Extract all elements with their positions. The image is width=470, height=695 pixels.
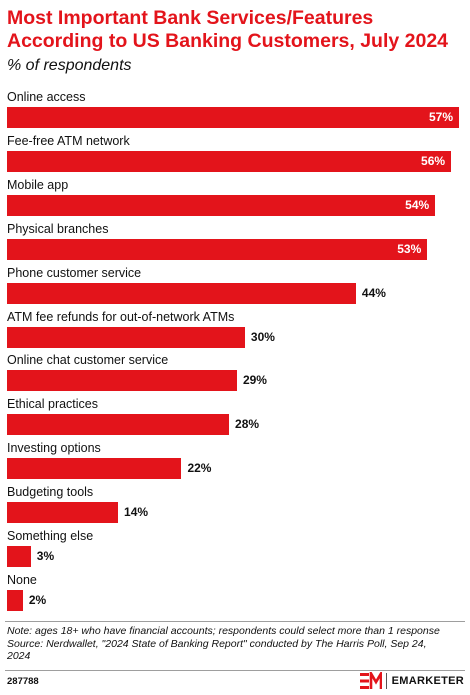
chart-subtitle: % of respondents [7, 57, 132, 74]
emarketer-logo-icon [359, 672, 382, 689]
value-label: 29% [242, 373, 267, 388]
bar [7, 107, 459, 128]
value-label: 30% [250, 329, 275, 344]
brand-name: EMARKETER [391, 675, 464, 687]
value-label: 44% [361, 285, 386, 300]
bar [7, 589, 23, 611]
footnote-line: 2024 [7, 650, 31, 662]
category-label: Ethical practices [7, 397, 99, 412]
bar [7, 458, 182, 480]
footer-divider-bottom [5, 670, 465, 671]
bar [7, 502, 119, 524]
bar-row: Physical branches 53% [0, 220, 470, 264]
bar-row: Investing options 22% [0, 439, 470, 483]
category-label: Fee-free ATM network [7, 133, 130, 148]
value-label: 14% [124, 505, 149, 520]
category-label: Online access [7, 90, 86, 104]
bar [7, 370, 237, 392]
bar-row: Something else 3% [0, 527, 470, 571]
value-label: 3% [36, 549, 55, 563]
bar-row: Budgeting tools 14% [0, 483, 470, 527]
bar-row: Phone customer service 44% [0, 264, 470, 308]
bar-row: Fee-free ATM network 56% [0, 132, 470, 176]
value-label: 2% [28, 592, 47, 607]
bar [7, 282, 356, 304]
value-label: 28% [235, 417, 260, 432]
brand-separator [385, 673, 387, 689]
value-label: 22% [187, 461, 212, 476]
bar-row: Mobile app 54% [0, 176, 470, 220]
category-label: ATM fee refunds for out-of-network ATMs [7, 309, 235, 324]
bar [7, 194, 436, 216]
category-label: Online chat customer service [7, 353, 169, 368]
category-label: Mobile app [7, 177, 69, 192]
bar [7, 326, 245, 348]
value-label: 53% [397, 241, 422, 256]
bar-row: Ethical practices 28% [0, 395, 470, 439]
category-label: Physical branches [7, 221, 109, 236]
footer-divider-top [5, 621, 465, 622]
bar [7, 546, 31, 567]
bar-chart: Online access 57% Fee-free ATM network 56% M… [0, 88, 470, 620]
bar-row: Online chat customer service 29% [0, 351, 470, 395]
footnote: Note: ages 18+ who have financial accoun… [7, 625, 467, 663]
bar-row: ATM fee refunds for out-of-network ATMs 3… [0, 308, 470, 352]
bar [7, 238, 428, 260]
category-label: Investing options [7, 441, 101, 456]
value-label: 57% [428, 110, 453, 124]
value-label: 54% [405, 197, 430, 212]
bar-row: Online access 57% [0, 88, 470, 132]
category-label: Something else [7, 529, 94, 543]
bar-row: None 2% [0, 571, 470, 615]
category-label: None [7, 572, 37, 587]
bar [7, 414, 230, 436]
chart-id: 287788 [7, 676, 39, 687]
category-label: Budgeting tools [7, 485, 94, 500]
brand-logo: EMARKETER [359, 672, 464, 690]
value-label: 56% [421, 153, 446, 168]
chart-title: Most Important Bank Services/Features Ac… [7, 7, 449, 52]
category-label: Phone customer service [7, 265, 142, 280]
footnote-line: Source: Nerdwallet, "2024 State of Banki… [7, 637, 427, 650]
bar [7, 150, 452, 172]
footnote-line: Note: ages 18+ who have financial accoun… [7, 625, 440, 637]
